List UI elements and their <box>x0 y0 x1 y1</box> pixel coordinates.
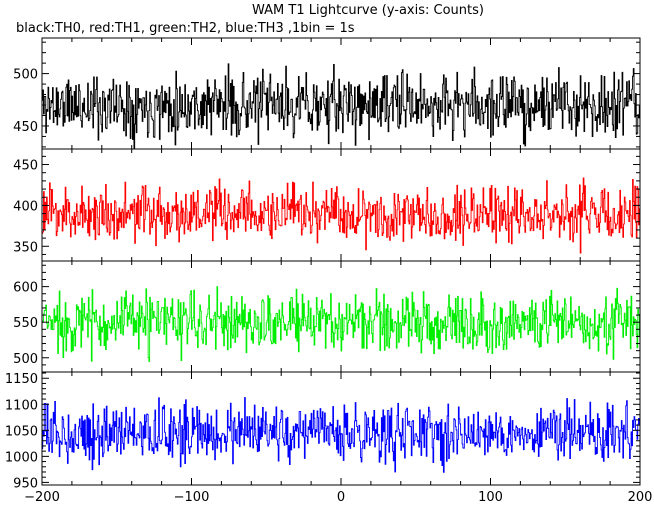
y-tick-label: 1100 <box>5 398 38 413</box>
chart-title: WAM T1 Lightcurve (y-axis: Counts) <box>252 3 484 18</box>
series-line-th0 <box>42 63 640 149</box>
y-tick-label: 400 <box>13 199 38 214</box>
x-tick-label: −200 <box>24 490 60 505</box>
y-tick-label: 1000 <box>5 450 38 465</box>
y-tick-label: 550 <box>13 316 38 331</box>
y-tick-label: 1150 <box>5 372 38 387</box>
y-tick-label: 500 <box>13 352 38 367</box>
series-line-th2 <box>42 286 640 362</box>
y-tick-label: 950 <box>13 476 38 491</box>
panel-th2: 500 550 600 <box>13 260 641 373</box>
x-tick-label: −100 <box>174 490 210 505</box>
y-tick-label: 1050 <box>5 424 38 439</box>
panel-th0: 450 500 <box>13 37 641 150</box>
x-tick-label: 0 <box>337 490 345 505</box>
x-tick-label: 100 <box>478 490 503 505</box>
y-tick-label: 450 <box>13 120 38 135</box>
panel-th3: 950 1000 1050 1100 1150 <box>5 371 641 491</box>
y-tick-label: 500 <box>13 68 38 83</box>
y-tick-label: 350 <box>13 240 38 255</box>
x-axis: −200 −100 0 100 200 <box>24 490 652 505</box>
y-tick-label: 600 <box>13 281 38 296</box>
panel-th1: 350 400 450 <box>13 148 641 262</box>
x-tick-label: 200 <box>628 490 653 505</box>
chart-subtitle: black:TH0, red:TH1, green:TH2, blue:TH3 … <box>16 21 355 36</box>
series-line-th1 <box>42 177 640 254</box>
y-tick-label: 450 <box>13 159 38 174</box>
series-line-th3 <box>42 397 640 473</box>
panels: 450 500 350 400 450 500 550 600 950 1000 1050 1100 1… <box>5 37 641 491</box>
